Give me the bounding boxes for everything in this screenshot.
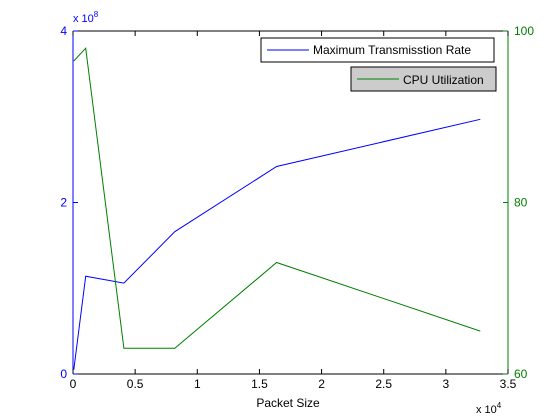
legend-label: CPU Utilization <box>403 73 484 87</box>
left-y-tick-label: 0 <box>60 367 67 381</box>
legend-cpu-utilization: CPU Utilization <box>350 66 497 92</box>
x-tick-label: 2 <box>318 377 325 391</box>
series-line-cpu-utilization <box>73 47 481 349</box>
series-line-max-transmission-rate <box>73 118 481 370</box>
left-y-tick-label: 2 <box>60 196 67 210</box>
right-y-tick-label: 100 <box>514 24 534 38</box>
legend-label: Maximum Transmisstion Rate <box>313 43 471 57</box>
x-tick-label: 1 <box>194 377 201 391</box>
x-tick-label: 1.5 <box>251 377 268 391</box>
x-axis-label: Packet Size <box>256 396 320 410</box>
x-tick-label: 0 <box>70 377 77 391</box>
x-tick-label: 3.5 <box>500 377 517 391</box>
left-y-tick-label: 4 <box>60 24 67 38</box>
legend-max-transmission-rate: Maximum Transmisstion Rate <box>260 37 495 63</box>
left-y-axis-ticks: 0 2 4 <box>60 24 78 381</box>
right-y-tick-label: 80 <box>514 196 528 210</box>
x-axis-ticks: 0 0.5 1 1.5 2 2.5 3 3.5 <box>70 31 517 391</box>
right-y-axis-ticks: 60 80 100 <box>503 24 534 381</box>
right-y-tick-label: 60 <box>514 367 528 381</box>
x-tick-label: 0.5 <box>127 377 144 391</box>
x-axis-exponent: x 104 <box>476 401 502 416</box>
left-y-axis-exponent: x 108 <box>73 10 99 25</box>
x-tick-label: 3 <box>443 377 450 391</box>
x-tick-label: 2.5 <box>375 377 392 391</box>
